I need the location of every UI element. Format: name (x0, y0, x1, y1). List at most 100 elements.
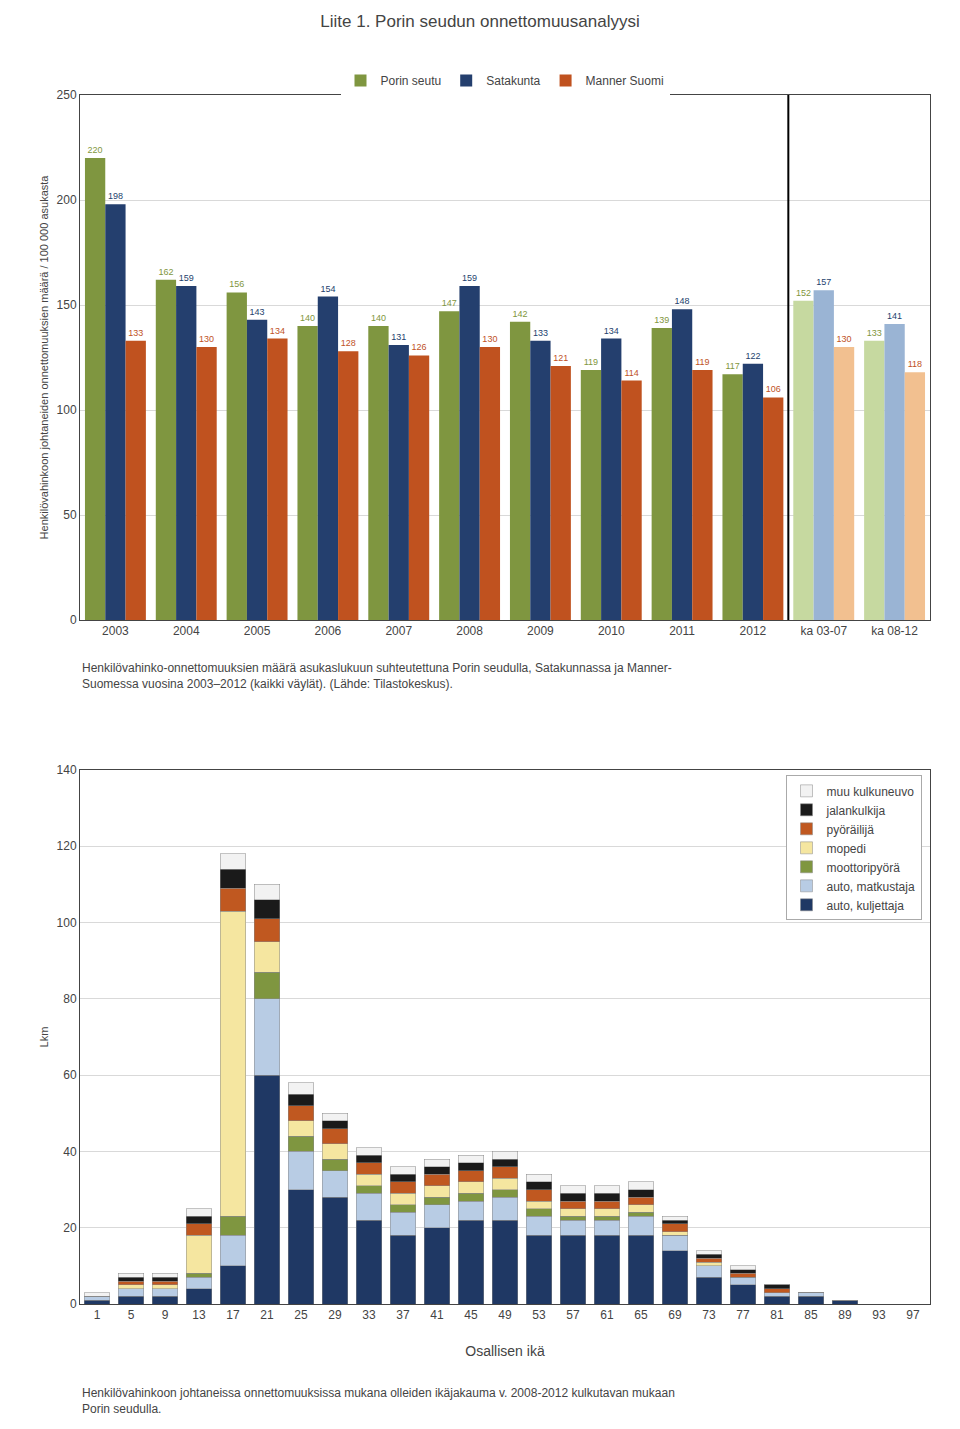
svg-text:162: 162 (158, 267, 173, 277)
svg-text:Manner Suomi: Manner Suomi (586, 74, 664, 88)
svg-text:159: 159 (462, 273, 477, 283)
svg-text:Satakunta: Satakunta (486, 74, 540, 88)
svg-text:auto, kuljettaja: auto, kuljettaja (827, 899, 905, 913)
svg-text:122: 122 (745, 351, 760, 361)
svg-text:154: 154 (320, 284, 335, 294)
svg-text:1: 1 (94, 1308, 101, 1322)
svg-text:20: 20 (63, 1221, 77, 1235)
svg-text:pyöräilijä: pyöräilijä (827, 823, 875, 837)
svg-text:Henkilövahinkoon johtaneissa o: Henkilövahinkoon johtaneissa onnettomuuk… (82, 1386, 675, 1416)
svg-text:Lkm: Lkm (38, 1027, 50, 1048)
svg-text:2010: 2010 (598, 624, 625, 638)
svg-text:5: 5 (128, 1308, 135, 1322)
svg-text:mopedi: mopedi (827, 842, 866, 856)
svg-text:128: 128 (341, 338, 356, 348)
svg-text:141: 141 (887, 311, 902, 321)
svg-text:220: 220 (88, 145, 103, 155)
svg-text:93: 93 (872, 1308, 886, 1322)
svg-text:Henkilövahinko-onnettomuuksien: Henkilövahinko-onnettomuuksien määrä asu… (82, 661, 672, 691)
svg-text:157: 157 (816, 277, 831, 287)
svg-text:143: 143 (250, 307, 265, 317)
svg-text:53: 53 (532, 1308, 546, 1322)
svg-text:2008: 2008 (456, 624, 483, 638)
svg-text:40: 40 (63, 1145, 77, 1159)
svg-text:117: 117 (725, 361, 739, 371)
svg-text:57: 57 (566, 1308, 580, 1322)
svg-text:119: 119 (695, 357, 709, 367)
svg-text:133: 133 (533, 328, 548, 338)
svg-text:41: 41 (430, 1308, 444, 1322)
svg-text:97: 97 (906, 1308, 920, 1322)
svg-text:198: 198 (108, 191, 123, 201)
svg-text:2011: 2011 (669, 624, 695, 638)
svg-text:45: 45 (464, 1308, 478, 1322)
svg-text:ka 08-12: ka 08-12 (871, 624, 918, 638)
svg-text:0: 0 (70, 1297, 77, 1311)
svg-text:61: 61 (600, 1308, 614, 1322)
svg-text:17: 17 (226, 1308, 240, 1322)
svg-text:Osallisen ikä: Osallisen ikä (465, 1343, 545, 1359)
svg-text:126: 126 (412, 342, 427, 352)
svg-text:118: 118 (908, 359, 922, 369)
svg-text:auto, matkustaja: auto, matkustaja (827, 880, 915, 894)
svg-text:2005: 2005 (244, 624, 271, 638)
svg-text:250: 250 (57, 88, 77, 102)
svg-text:muu kulkuneuvo: muu kulkuneuvo (827, 785, 915, 799)
svg-text:9: 9 (162, 1308, 169, 1322)
svg-text:Porin seutu: Porin seutu (381, 74, 442, 88)
svg-text:130: 130 (482, 334, 497, 344)
svg-text:133: 133 (867, 328, 882, 338)
svg-text:130: 130 (199, 334, 214, 344)
svg-text:29: 29 (328, 1308, 342, 1322)
svg-text:100: 100 (57, 916, 77, 930)
svg-text:2007: 2007 (385, 624, 412, 638)
svg-text:60: 60 (63, 1068, 77, 1082)
svg-text:81: 81 (770, 1308, 784, 1322)
svg-text:2006: 2006 (315, 624, 342, 638)
svg-text:140: 140 (300, 313, 315, 323)
svg-text:200: 200 (57, 193, 77, 207)
svg-text:moottoripyörä: moottoripyörä (827, 861, 901, 875)
svg-text:147: 147 (442, 298, 457, 308)
svg-text:133: 133 (128, 328, 143, 338)
svg-text:85: 85 (804, 1308, 818, 1322)
svg-text:49: 49 (498, 1308, 512, 1322)
svg-text:69: 69 (668, 1308, 682, 1322)
svg-text:119: 119 (584, 357, 598, 367)
svg-text:2012: 2012 (740, 624, 767, 638)
svg-text:156: 156 (229, 279, 244, 289)
svg-text:21: 21 (260, 1308, 274, 1322)
svg-text:106: 106 (766, 384, 781, 394)
svg-text:50: 50 (63, 508, 77, 522)
svg-text:100: 100 (57, 403, 77, 417)
svg-text:89: 89 (838, 1308, 852, 1322)
svg-text:142: 142 (513, 309, 528, 319)
svg-text:37: 37 (396, 1308, 410, 1322)
svg-text:25: 25 (294, 1308, 308, 1322)
svg-text:Liite 1. Porin seudun onnettom: Liite 1. Porin seudun onnettomuusanalyys… (320, 12, 639, 31)
svg-text:2003: 2003 (102, 624, 129, 638)
svg-text:77: 77 (736, 1308, 750, 1322)
svg-text:2004: 2004 (173, 624, 200, 638)
svg-text:140: 140 (371, 313, 386, 323)
svg-text:0: 0 (70, 613, 77, 627)
svg-text:130: 130 (837, 334, 852, 344)
svg-text:152: 152 (796, 288, 811, 298)
svg-text:159: 159 (179, 273, 194, 283)
svg-text:33: 33 (362, 1308, 376, 1322)
svg-text:114: 114 (624, 368, 638, 378)
svg-text:73: 73 (702, 1308, 716, 1322)
svg-text:ka 03-07: ka 03-07 (800, 624, 847, 638)
svg-text:148: 148 (675, 296, 690, 306)
svg-text:131: 131 (391, 332, 406, 342)
svg-text:134: 134 (604, 326, 619, 336)
svg-text:134: 134 (270, 326, 285, 336)
svg-text:2009: 2009 (527, 624, 554, 638)
svg-text:80: 80 (63, 992, 77, 1006)
svg-text:Henkilövahinkoon johtaneiden o: Henkilövahinkoon johtaneiden onnettomuuk… (38, 175, 50, 540)
svg-text:120: 120 (57, 839, 77, 853)
svg-text:140: 140 (57, 763, 77, 777)
svg-text:65: 65 (634, 1308, 648, 1322)
svg-text:121: 121 (553, 353, 568, 363)
svg-text:13: 13 (192, 1308, 206, 1322)
